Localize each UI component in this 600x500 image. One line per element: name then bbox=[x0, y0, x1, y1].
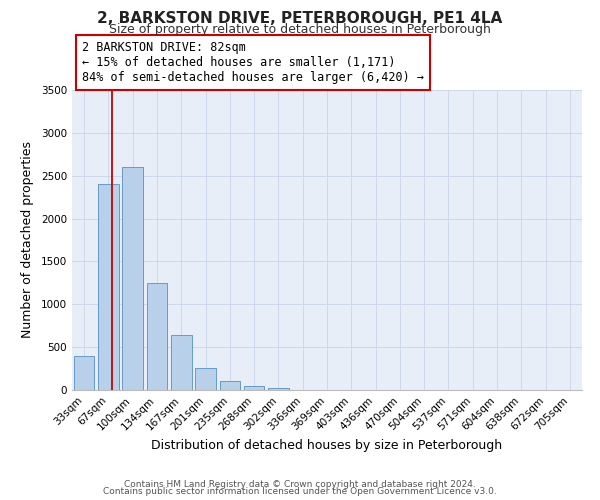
Bar bbox=[74, 356, 94, 390]
Text: Size of property relative to detached houses in Peterborough: Size of property relative to detached ho… bbox=[109, 24, 491, 36]
Bar bbox=[171, 335, 191, 390]
Text: Contains HM Land Registry data © Crown copyright and database right 2024.: Contains HM Land Registry data © Crown c… bbox=[124, 480, 476, 489]
Y-axis label: Number of detached properties: Number of detached properties bbox=[21, 142, 34, 338]
Bar bbox=[268, 388, 289, 390]
Bar bbox=[98, 184, 119, 390]
Bar bbox=[146, 283, 167, 390]
Bar bbox=[195, 368, 216, 390]
Bar bbox=[244, 386, 265, 390]
Bar bbox=[220, 382, 240, 390]
Bar bbox=[122, 167, 143, 390]
Text: 2 BARKSTON DRIVE: 82sqm
← 15% of detached houses are smaller (1,171)
84% of semi: 2 BARKSTON DRIVE: 82sqm ← 15% of detache… bbox=[82, 41, 424, 84]
Text: 2, BARKSTON DRIVE, PETERBOROUGH, PE1 4LA: 2, BARKSTON DRIVE, PETERBOROUGH, PE1 4LA bbox=[97, 11, 503, 26]
X-axis label: Distribution of detached houses by size in Peterborough: Distribution of detached houses by size … bbox=[151, 438, 503, 452]
Text: Contains public sector information licensed under the Open Government Licence v3: Contains public sector information licen… bbox=[103, 487, 497, 496]
